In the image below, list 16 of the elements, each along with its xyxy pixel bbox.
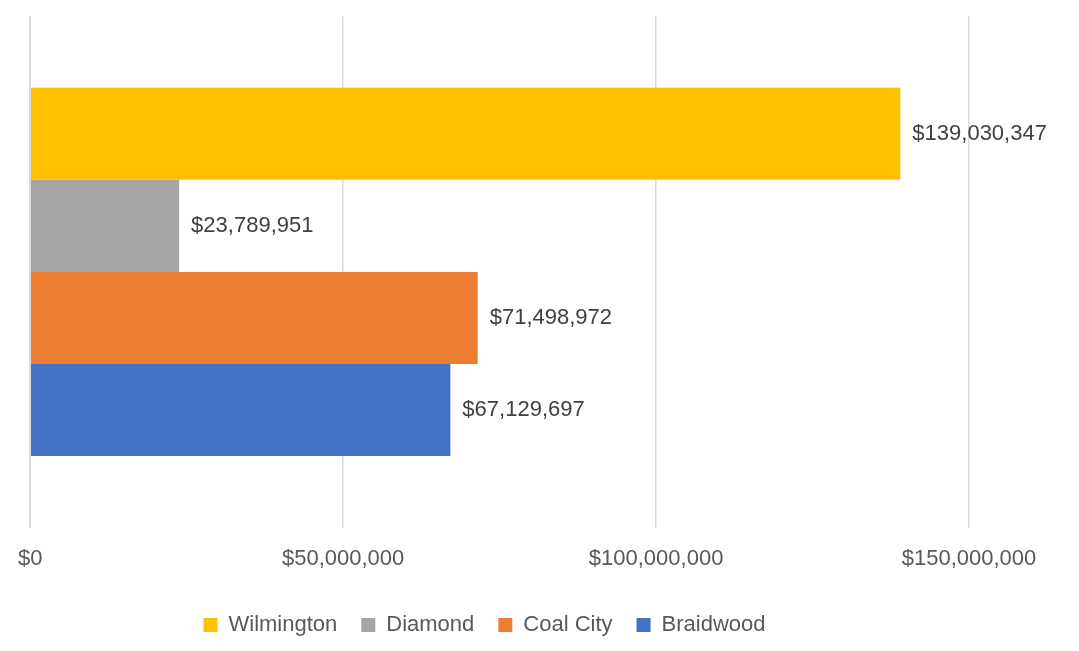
legend-label: Diamond [386, 611, 475, 637]
data-label: $71,498,972 [489, 303, 613, 329]
data-label: $23,789,951 [191, 211, 314, 237]
bar [30, 87, 901, 180]
legend-label: Braidwood [661, 611, 766, 637]
x-tick-label: $100,000,000 [588, 544, 724, 570]
legend-label: Coal City [523, 611, 613, 637]
data-label: $67,129,697 [462, 396, 585, 422]
bar [30, 179, 180, 272]
bar [30, 271, 478, 364]
data-label: $139,030,347 [912, 119, 1047, 145]
x-tick-label: $50,000,000 [281, 544, 405, 570]
bar [30, 363, 451, 456]
x-tick-label: $150,000,000 [901, 544, 1037, 570]
legend-label: Wilmington [228, 611, 338, 637]
x-tick-label: $0 [17, 544, 43, 570]
